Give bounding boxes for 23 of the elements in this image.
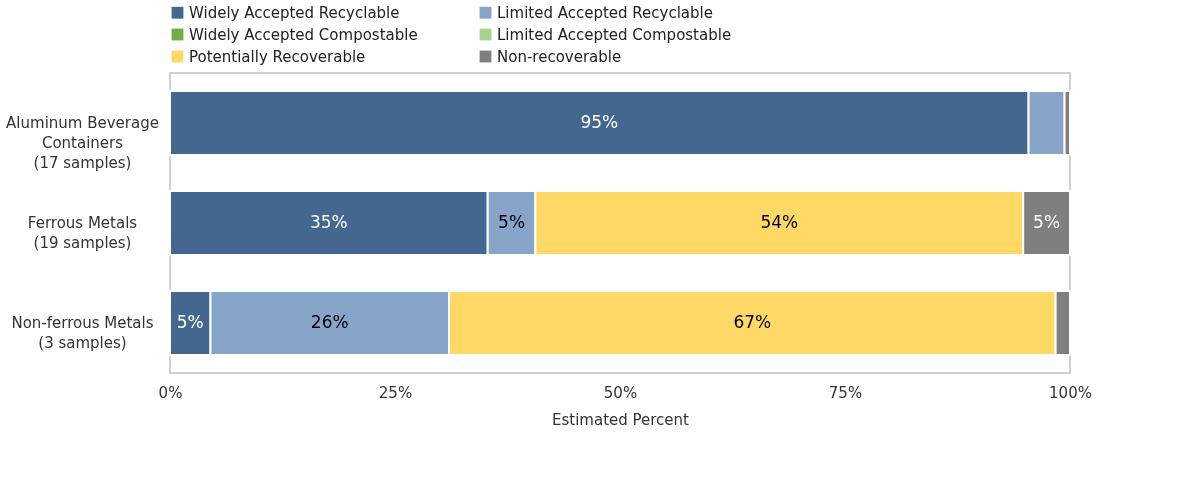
data-label: 95% [580, 112, 619, 132]
legend-label: Widely Accepted Compostable [189, 25, 418, 44]
legend-label: Limited Accepted Recyclable [497, 3, 713, 22]
legend-label: Potentially Recoverable [189, 47, 366, 66]
legend-label: Non-recoverable [497, 47, 622, 66]
data-label: 5% [176, 312, 204, 332]
x-tick-label: 50% [603, 383, 638, 402]
legend-label: Widely Accepted Recyclable [189, 3, 400, 22]
x-tick-label: 25% [378, 383, 413, 402]
data-label: 35% [309, 212, 348, 232]
data-label: 67% [733, 312, 772, 332]
y-tick-label: Non-ferrous Metals (3 samples) [11, 314, 154, 352]
y-tick-label: Aluminum Beverage Containers (17 samples) [6, 114, 159, 172]
data-label: 26% [310, 312, 349, 332]
x-tick-label: 100% [1049, 383, 1092, 402]
legend-label: Limited Accepted Compostable [497, 25, 732, 44]
y-tick-label: Ferrous Metals (19 samples) [27, 214, 138, 252]
x-axis-title: Estimated Percent [552, 410, 690, 429]
data-label: 5% [1033, 212, 1061, 232]
data-label: 5% [498, 212, 526, 232]
data-label: 54% [760, 212, 799, 232]
x-tick-label: 75% [828, 383, 863, 402]
x-tick-label: 0% [158, 383, 183, 402]
